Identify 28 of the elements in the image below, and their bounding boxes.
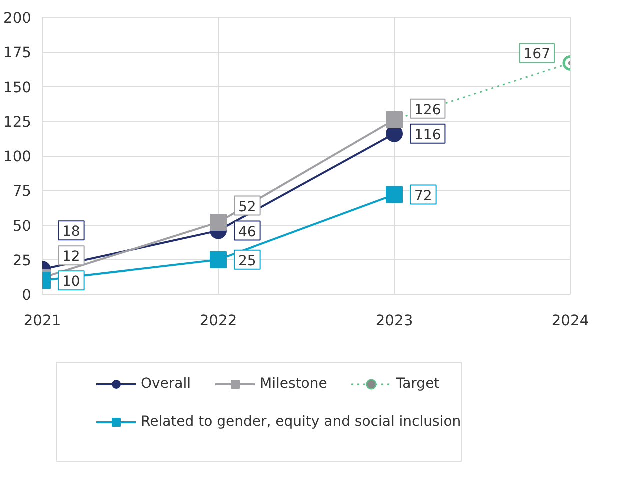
legend-label: Target [396, 376, 440, 392]
x-tick-label: 2021 [24, 312, 62, 330]
data-label: 12 [62, 249, 80, 266]
y-tick-label: 75 [12, 183, 32, 200]
data-label: 18 [62, 224, 80, 240]
data-label: 167 [524, 46, 551, 63]
data-label: 126 [414, 102, 442, 118]
y-tick-label: 100 [4, 148, 32, 166]
x-tick-label: 2022 [200, 312, 238, 330]
legend-label: Overall [141, 376, 192, 392]
data-label: 72 [414, 188, 432, 204]
y-tick-label: 50 [12, 218, 32, 235]
legend-label: Milestone [260, 376, 328, 392]
x-tick-label: 2023 [376, 312, 414, 330]
x-tick-label: 2024 [552, 312, 590, 330]
legend-label: Related to gender, equity and social inclusion [141, 414, 462, 430]
y-tick-label: 150 [4, 79, 32, 96]
data-label: 52 [238, 199, 256, 216]
y-tick-label: 200 [4, 10, 32, 27]
y-tick-label: 0 [22, 287, 32, 304]
data-label: 116 [414, 127, 442, 144]
y-tick-label: 125 [4, 114, 32, 131]
data-label: 46 [238, 224, 256, 240]
data-label: 10 [62, 274, 80, 290]
y-tick-label: 25 [12, 252, 32, 270]
y-tick-label: 175 [4, 44, 32, 62]
data-label: 25 [238, 253, 256, 270]
point [386, 186, 403, 204]
